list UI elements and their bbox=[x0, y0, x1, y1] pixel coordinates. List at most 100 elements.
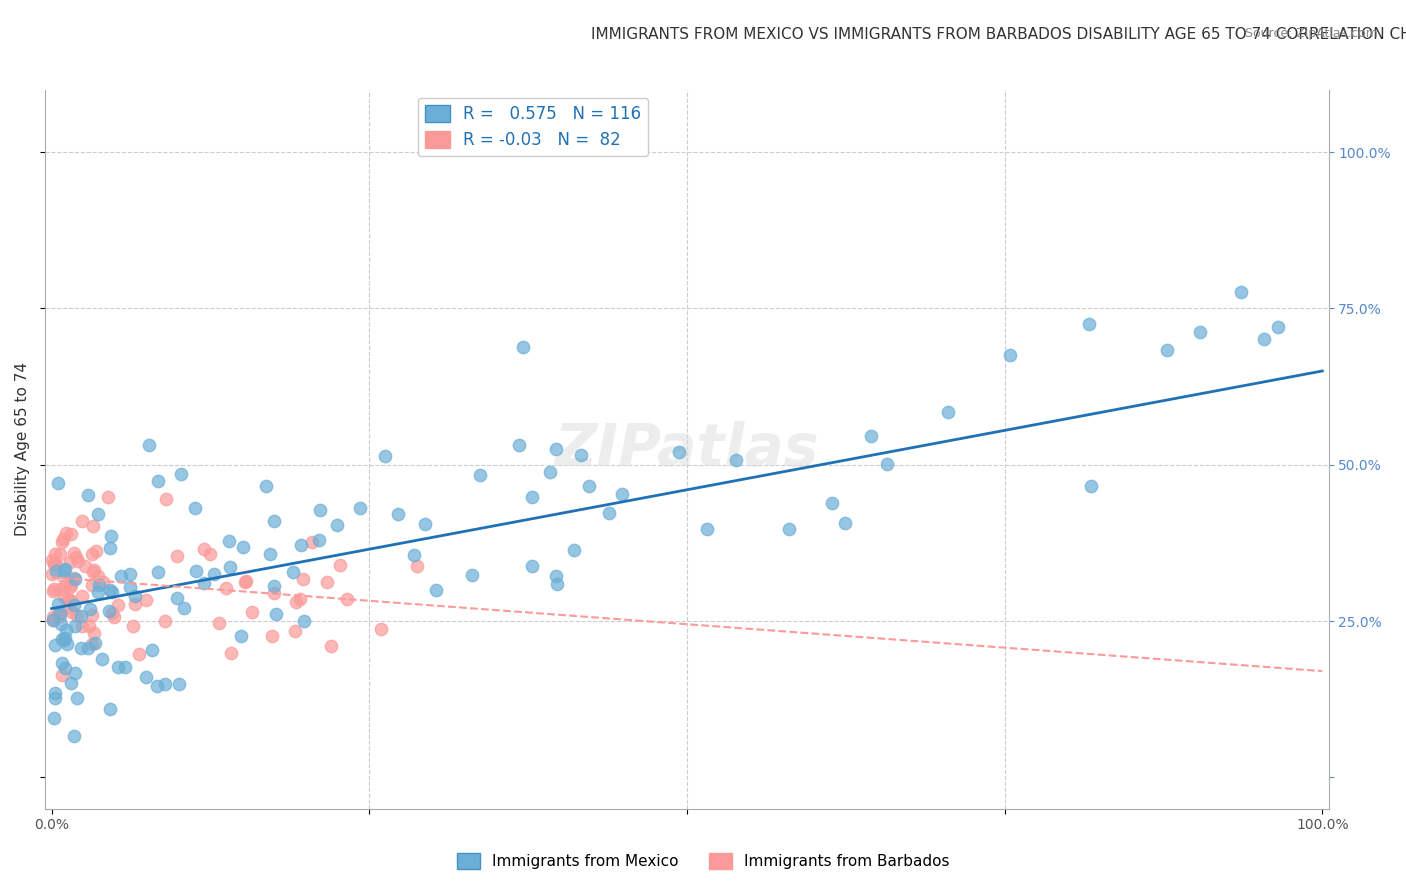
Point bbox=[51, 656, 73, 670]
Point bbox=[80, 607, 103, 622]
Point bbox=[860, 429, 883, 443]
Point bbox=[41, 553, 63, 567]
Point bbox=[263, 579, 285, 593]
Point bbox=[42, 583, 65, 598]
Point bbox=[544, 569, 567, 583]
Point bbox=[76, 488, 98, 502]
Point bbox=[121, 619, 143, 633]
Point bbox=[240, 606, 263, 620]
Point bbox=[90, 652, 112, 666]
Point bbox=[52, 532, 75, 546]
Point bbox=[82, 565, 104, 579]
Point bbox=[98, 541, 121, 555]
Point bbox=[66, 691, 89, 706]
Point bbox=[82, 578, 104, 592]
Point bbox=[155, 492, 177, 507]
Point bbox=[110, 569, 132, 583]
Point bbox=[98, 702, 121, 716]
Point bbox=[578, 479, 600, 493]
Point bbox=[97, 604, 120, 618]
Point bbox=[80, 637, 103, 651]
Point bbox=[45, 564, 67, 578]
Point bbox=[44, 690, 66, 705]
Point bbox=[292, 572, 315, 586]
Point bbox=[103, 609, 125, 624]
Point bbox=[232, 540, 254, 554]
Point bbox=[84, 544, 107, 558]
Point bbox=[170, 467, 193, 481]
Point bbox=[405, 559, 427, 574]
Point bbox=[42, 710, 65, 724]
Point bbox=[562, 543, 585, 558]
Point bbox=[79, 601, 101, 615]
Point bbox=[468, 467, 491, 482]
Point bbox=[254, 479, 277, 493]
Point bbox=[374, 450, 396, 464]
Point bbox=[59, 592, 82, 607]
Point bbox=[124, 597, 146, 611]
Point bbox=[288, 592, 311, 607]
Point bbox=[141, 643, 163, 657]
Point bbox=[87, 507, 110, 521]
Point bbox=[44, 547, 66, 561]
Point bbox=[146, 474, 169, 488]
Point bbox=[42, 614, 65, 628]
Point bbox=[87, 578, 110, 592]
Point bbox=[70, 640, 93, 655]
Point bbox=[41, 610, 63, 624]
Point bbox=[59, 578, 82, 592]
Point bbox=[56, 637, 79, 651]
Point bbox=[51, 616, 73, 631]
Point bbox=[153, 677, 176, 691]
Point bbox=[101, 606, 124, 620]
Point bbox=[1267, 320, 1289, 334]
Point bbox=[696, 522, 718, 536]
Point bbox=[264, 607, 287, 621]
Point bbox=[53, 632, 76, 646]
Point bbox=[415, 516, 437, 531]
Point bbox=[146, 565, 169, 579]
Point bbox=[301, 534, 323, 549]
Point bbox=[235, 574, 257, 589]
Point bbox=[67, 554, 90, 568]
Point bbox=[1156, 343, 1178, 357]
Point bbox=[73, 559, 96, 574]
Point bbox=[135, 592, 157, 607]
Point bbox=[49, 608, 72, 623]
Point bbox=[208, 615, 231, 630]
Point bbox=[52, 569, 75, 583]
Point bbox=[60, 527, 83, 541]
Point bbox=[1189, 325, 1212, 339]
Point bbox=[100, 529, 122, 543]
Point bbox=[218, 533, 240, 548]
Point bbox=[183, 500, 205, 515]
Point bbox=[83, 563, 105, 577]
Point bbox=[612, 487, 634, 501]
Point bbox=[124, 590, 146, 604]
Point bbox=[1229, 285, 1251, 299]
Point bbox=[329, 558, 352, 573]
Point bbox=[834, 516, 856, 531]
Point bbox=[326, 518, 349, 533]
Point bbox=[62, 571, 84, 585]
Point bbox=[235, 574, 257, 588]
Point bbox=[51, 632, 73, 647]
Point bbox=[55, 525, 77, 540]
Point bbox=[66, 609, 89, 624]
Point bbox=[118, 567, 141, 582]
Point bbox=[56, 592, 79, 607]
Point bbox=[53, 661, 76, 675]
Point bbox=[598, 506, 620, 520]
Point bbox=[62, 729, 84, 743]
Point bbox=[63, 572, 86, 586]
Point bbox=[778, 522, 800, 536]
Point bbox=[77, 641, 100, 656]
Point bbox=[55, 562, 77, 576]
Point bbox=[387, 508, 409, 522]
Point bbox=[59, 676, 82, 690]
Point bbox=[128, 647, 150, 661]
Point bbox=[107, 598, 129, 612]
Point bbox=[59, 556, 82, 570]
Point bbox=[292, 614, 315, 628]
Point bbox=[262, 629, 284, 643]
